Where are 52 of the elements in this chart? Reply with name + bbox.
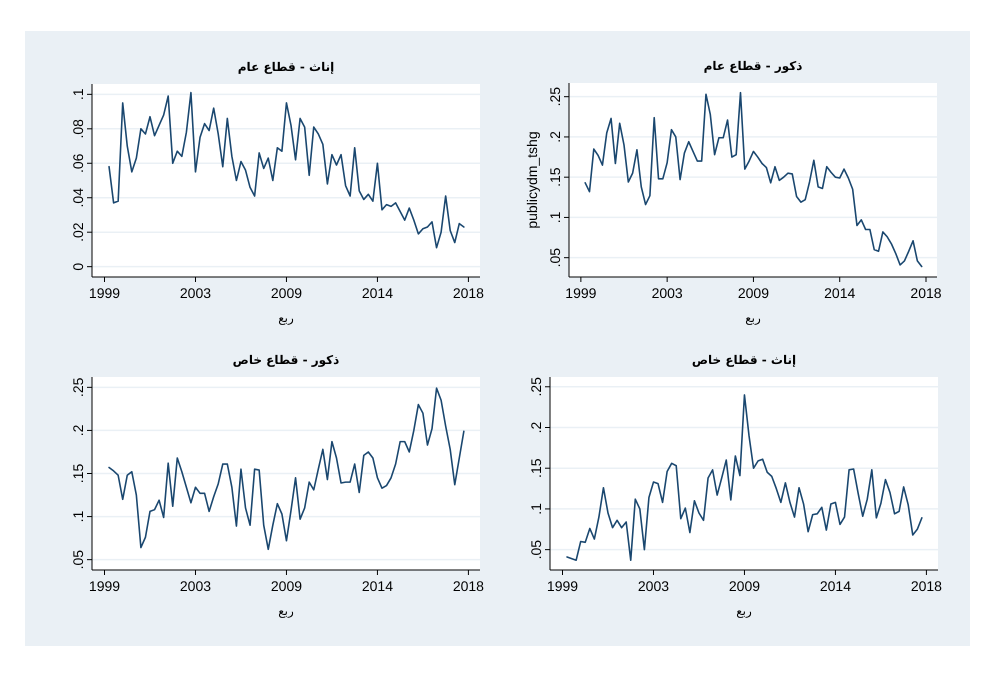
x-tick-label: 1999	[546, 578, 578, 594]
x-tick-label: 2018	[452, 285, 484, 301]
line-series	[566, 394, 923, 562]
x-tick-label: 2018	[452, 578, 484, 594]
x-tick-label: 2018	[910, 578, 942, 594]
line-series	[108, 92, 465, 249]
x-axis-title: ربع	[745, 311, 761, 325]
y-tick-label: .04	[70, 188, 86, 208]
y-axis-title: publicydm_tshg	[524, 131, 540, 229]
y-tick-label: .25	[547, 86, 563, 106]
y-tick-label: .1	[547, 211, 563, 224]
x-axis-title: ربع	[278, 604, 294, 618]
y-tick-label: 0	[70, 262, 86, 271]
x-tick-label: 1999	[88, 578, 120, 594]
y-tick-label: .2	[70, 424, 86, 436]
chart-title: ذكور - قطاع خاص	[232, 353, 340, 367]
x-tick-label: 2003	[180, 285, 212, 301]
y-tick-label: .2	[547, 130, 563, 143]
y-tick-label: .05	[547, 248, 563, 268]
x-tick-label: 2003	[638, 578, 670, 594]
chart-title: إناث - قطاع خاص	[692, 353, 796, 367]
x-axis-title: ربع	[736, 604, 752, 618]
y-tick-label: .02	[70, 222, 86, 242]
y-tick-label: .05	[70, 550, 86, 570]
x-axis-title: ربع	[278, 311, 294, 325]
x-tick-label: 1999	[565, 285, 597, 301]
y-tick-label: .1	[528, 502, 544, 515]
x-tick-label: 2009	[738, 285, 770, 301]
y-tick-label: .05	[528, 540, 544, 560]
x-tick-label: 2003	[180, 578, 212, 594]
y-tick-label: .15	[547, 167, 563, 187]
y-tick-label: .25	[528, 376, 544, 397]
y-tick-label: .15	[528, 458, 544, 478]
y-tick-label: .25	[70, 377, 86, 398]
x-tick-label: 2009	[270, 285, 302, 301]
x-tick-label: 2014	[820, 578, 852, 594]
y-tick-label: .15	[70, 464, 86, 484]
x-tick-label: 2014	[362, 285, 394, 301]
x-tick-label: 1999	[88, 285, 120, 301]
x-tick-label: 2018	[910, 285, 942, 301]
x-tick-label: 2014	[362, 578, 394, 594]
x-tick-label: 2009	[270, 578, 302, 594]
chart-title: إناث - قطاع عام	[238, 60, 334, 74]
y-tick-label: .1	[70, 510, 86, 522]
chart-title: ذكور - قطاع عام	[704, 59, 802, 73]
x-tick-label: 2014	[824, 285, 856, 301]
x-tick-label: 2009	[728, 578, 760, 594]
y-tick-label: .06	[70, 153, 86, 173]
y-tick-label: .1	[70, 88, 86, 100]
y-tick-label: .08	[70, 118, 86, 139]
x-tick-label: 2003	[652, 285, 683, 301]
y-tick-label: .2	[528, 421, 544, 434]
